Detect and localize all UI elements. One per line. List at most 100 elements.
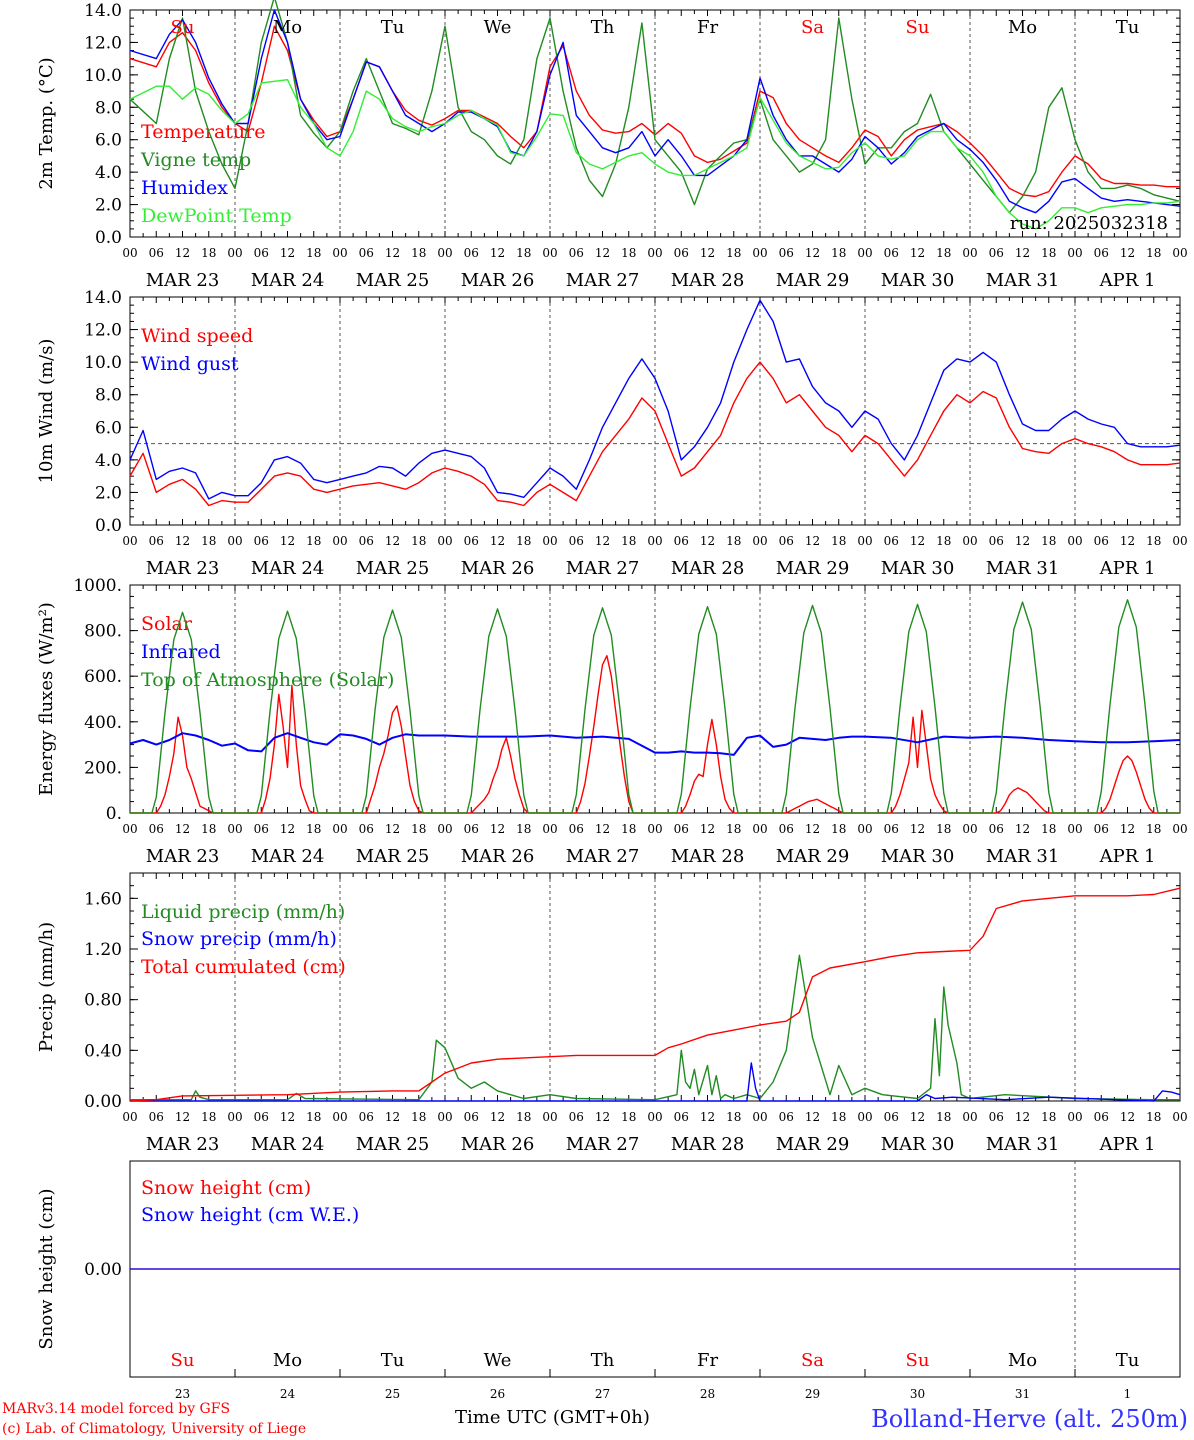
hour-tick-label: 12 xyxy=(595,246,610,260)
y-tick-label: 600. xyxy=(84,667,122,687)
panel-2: 00 06 12 18 00 06 12 18 00 06 12 18 00 06 12 18 00 06 12 18… xyxy=(36,288,1188,579)
date-label: MAR 29 xyxy=(776,558,850,579)
hour-tick-label: 00 xyxy=(542,246,557,260)
hour-tick-label: 18 xyxy=(936,1110,951,1124)
y-tick-label: 6.0 xyxy=(95,131,122,151)
date-label: MAR 28 xyxy=(671,846,745,867)
date-label: MAR 29 xyxy=(776,846,850,867)
date-label: MAR 30 xyxy=(881,1134,955,1155)
hour-tick-label: 00 xyxy=(227,822,242,836)
hour-tick-label: 00 xyxy=(122,1110,137,1124)
legend-entry: Snow precip (mm/h) xyxy=(141,928,337,950)
hour-tick-label: 18 xyxy=(621,246,636,260)
y-tick-label: 10.0 xyxy=(84,353,122,373)
hour-tick-label: 00 xyxy=(752,1110,767,1124)
y-tick-label: 0.40 xyxy=(84,1041,122,1061)
hour-tick-label: 00 xyxy=(647,534,662,548)
hour-tick-label: 06 xyxy=(884,1110,899,1124)
bottom-day-number: 24 xyxy=(280,1387,296,1401)
y-axis-label: 10m Wind (m/s) xyxy=(36,339,57,484)
bottom-day-number: 1 xyxy=(1124,1387,1132,1401)
hour-tick-label: 00 xyxy=(122,246,137,260)
series-line-1 xyxy=(129,25,1180,198)
hour-tick-label: 18 xyxy=(201,534,216,548)
date-label: APR 1 xyxy=(1099,846,1156,867)
hour-tick-label: 12 xyxy=(385,822,400,836)
bottom-day-number: 23 xyxy=(175,1387,190,1401)
hour-tick-label: 00 xyxy=(542,534,557,548)
date-label: MAR 26 xyxy=(461,270,535,291)
hour-tick-label: 18 xyxy=(831,1110,846,1124)
y-tick-label: 2.0 xyxy=(95,196,122,216)
hour-tick-label: 18 xyxy=(726,246,741,260)
hour-tick-label: 12 xyxy=(910,1110,925,1124)
hour-tick-label: 06 xyxy=(989,1110,1004,1124)
y-tick-label: 0.00 xyxy=(84,1092,122,1112)
date-label: MAR 24 xyxy=(251,270,325,291)
hour-tick-label: 00 xyxy=(1067,822,1082,836)
hour-tick-label: 18 xyxy=(306,246,321,260)
bottom-day-name: Fr xyxy=(697,1350,718,1371)
hour-tick-label: 06 xyxy=(884,534,899,548)
date-label: MAR 27 xyxy=(566,270,640,291)
hour-tick-label: 12 xyxy=(280,246,295,260)
hour-tick-label: 00 xyxy=(437,246,452,260)
hour-tick-label: 06 xyxy=(254,822,269,836)
y-tick-label: 0.80 xyxy=(84,991,122,1011)
bottom-day-number: 30 xyxy=(910,1387,925,1401)
series-line-2 xyxy=(130,1062,1181,1102)
hour-tick-label: 12 xyxy=(700,534,715,548)
bottom-day-name: Mo xyxy=(1008,1350,1037,1371)
day-name-label: Tu xyxy=(381,17,405,38)
hour-tick-label: 12 xyxy=(910,534,925,548)
bottom-day-number: 25 xyxy=(385,1387,400,1401)
bottom-day-name: Tu xyxy=(1116,1350,1140,1371)
y-axis-label: Snow height (cm) xyxy=(36,1188,57,1349)
hour-tick-label: 06 xyxy=(569,534,584,548)
hour-tick-label: 00 xyxy=(332,822,347,836)
y-axis-label: Energy fluxes (W/m²) xyxy=(36,602,57,796)
hour-tick-label: 18 xyxy=(516,1110,531,1124)
hour-tick-label: 00 xyxy=(962,822,977,836)
hour-tick-label: 18 xyxy=(1146,534,1161,548)
hour-tick-label: 18 xyxy=(726,822,741,836)
hour-tick-label: 12 xyxy=(280,822,295,836)
hour-tick-label: 18 xyxy=(201,1110,216,1124)
bottom-day-number: 27 xyxy=(595,1387,610,1401)
bottom-day-name: Su xyxy=(171,1350,195,1371)
bottom-day-number: 31 xyxy=(1015,1387,1030,1401)
hour-tick-label: 12 xyxy=(910,246,925,260)
hour-tick-label: 18 xyxy=(1041,534,1056,548)
date-label: MAR 27 xyxy=(566,1134,640,1155)
hour-tick-label: 06 xyxy=(359,822,374,836)
y-tick-label: 6.0 xyxy=(95,418,122,438)
legend-entry: Vigne temp xyxy=(140,149,251,171)
legend-entry: Wind gust xyxy=(141,353,239,375)
legend-entry: Wind speed xyxy=(141,325,253,347)
bottom-day-number: 29 xyxy=(805,1387,820,1401)
y-tick-label: 4.0 xyxy=(95,163,122,183)
date-label: MAR 31 xyxy=(986,846,1060,867)
hour-tick-label: 06 xyxy=(359,1110,374,1124)
hour-tick-label: 06 xyxy=(989,246,1004,260)
hour-tick-label: 12 xyxy=(700,246,715,260)
hour-tick-label: 00 xyxy=(857,534,872,548)
hour-tick-label: 12 xyxy=(280,1110,295,1124)
date-label: MAR 30 xyxy=(881,558,955,579)
hour-tick-label: 12 xyxy=(175,246,190,260)
series-line-1 xyxy=(129,361,1181,507)
y-tick-label: 8.0 xyxy=(95,386,122,406)
date-label: MAR 27 xyxy=(566,558,640,579)
hour-tick-label: 18 xyxy=(831,534,846,548)
hour-tick-label: 00 xyxy=(227,1110,242,1124)
hour-tick-label: 00 xyxy=(857,822,872,836)
y-tick-label: 800. xyxy=(84,622,122,642)
hour-tick-label: 00 xyxy=(332,246,347,260)
date-label: MAR 24 xyxy=(251,1134,325,1155)
bottom-day-name: Sa xyxy=(801,1350,824,1371)
hour-tick-label: 00 xyxy=(647,822,662,836)
legend-entry: Liquid precip (mm/h) xyxy=(141,901,345,923)
hour-tick-label: 06 xyxy=(464,1110,479,1124)
date-label: MAR 31 xyxy=(986,270,1060,291)
date-label: MAR 23 xyxy=(146,270,220,291)
